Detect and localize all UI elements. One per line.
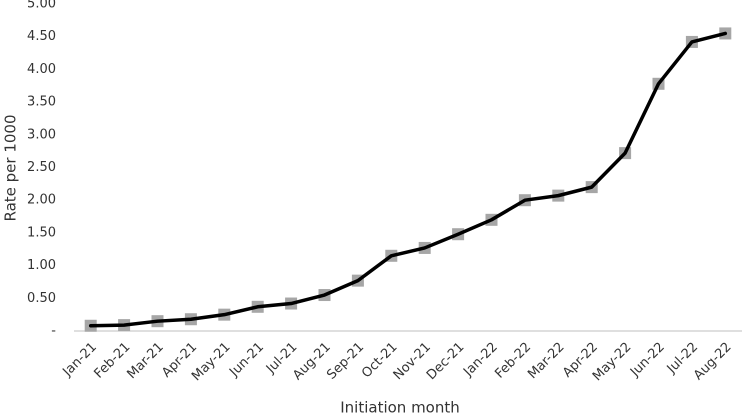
y-tick-label: 3.50 [27,95,56,110]
x-tick-label: Mar-22 [525,340,567,382]
y-tick-label: 1.00 [27,258,56,273]
y-tick-label: 0.50 [27,291,56,306]
line [88,31,728,328]
y-tick-label: 5.00 [27,0,56,12]
x-tick-label: Mar-21 [124,340,166,382]
y-tick-label: 1.50 [27,225,56,240]
x-tick-label: Aug-22 [691,340,735,384]
x-tick-label: Sep-21 [324,340,367,383]
y-tick-label: 4.50 [27,29,56,44]
y-tick-label: 3.00 [27,127,56,142]
y-tick-label: 2.50 [27,160,56,175]
x-axis-title: Initiation month [340,399,460,417]
y-axis-title: Rate per 1000 [2,114,20,221]
x-tick-label: Aug-21 [290,340,334,384]
y-tick-label: 2.00 [27,193,56,208]
x-tick-label: Jun-22 [627,340,668,381]
y-tick-label: - [51,324,56,339]
y-tick-label: 4.00 [27,62,56,77]
x-tick-label: Dec-21 [424,340,467,383]
x-tick-label: Jun-21 [226,340,267,381]
